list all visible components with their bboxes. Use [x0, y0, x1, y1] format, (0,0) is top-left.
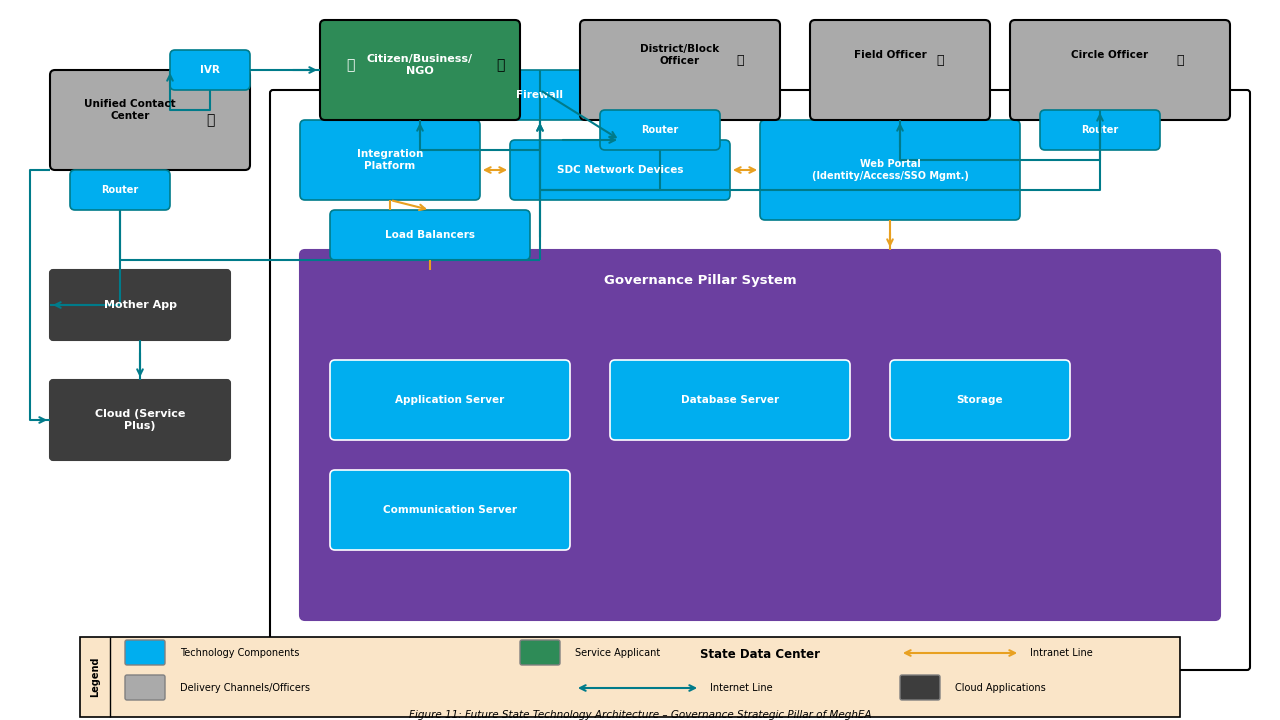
FancyBboxPatch shape — [320, 20, 520, 120]
Text: Database Server: Database Server — [681, 395, 780, 405]
Text: Storage: Storage — [956, 395, 1004, 405]
Text: Web Portal
(Identity/Access/SSO Mgmt.): Web Portal (Identity/Access/SSO Mgmt.) — [812, 159, 969, 181]
Text: Router: Router — [1082, 125, 1119, 135]
Text: State Data Center: State Data Center — [700, 649, 820, 662]
Text: Cloud Applications: Cloud Applications — [955, 683, 1046, 693]
Text: Legend: Legend — [90, 657, 100, 697]
Text: Delivery Channels/Officers: Delivery Channels/Officers — [180, 683, 310, 693]
Text: 🖥: 🖥 — [346, 58, 355, 72]
Text: District/Block
Officer: District/Block Officer — [640, 44, 719, 66]
FancyBboxPatch shape — [509, 140, 730, 200]
FancyBboxPatch shape — [330, 470, 570, 550]
Text: Circle Officer: Circle Officer — [1071, 50, 1148, 60]
FancyBboxPatch shape — [50, 70, 250, 170]
Text: IVR: IVR — [200, 65, 220, 75]
Text: Mother App: Mother App — [104, 300, 177, 310]
Text: Field Officer: Field Officer — [854, 50, 927, 60]
Text: Communication Server: Communication Server — [383, 505, 517, 515]
Text: Router: Router — [101, 185, 138, 195]
Text: Technology Components: Technology Components — [180, 648, 300, 658]
FancyBboxPatch shape — [170, 50, 250, 90]
FancyBboxPatch shape — [900, 675, 940, 700]
FancyBboxPatch shape — [600, 110, 719, 150]
Text: Figure 11: Future State Technology Architecture – Governance Strategic Pillar of: Figure 11: Future State Technology Archi… — [408, 709, 872, 719]
Text: SDC Network Devices: SDC Network Devices — [557, 165, 684, 175]
FancyBboxPatch shape — [1010, 20, 1230, 120]
FancyBboxPatch shape — [760, 120, 1020, 220]
Text: Load Balancers: Load Balancers — [385, 230, 475, 240]
FancyBboxPatch shape — [330, 210, 530, 260]
FancyBboxPatch shape — [81, 637, 1180, 717]
FancyBboxPatch shape — [300, 120, 480, 200]
FancyBboxPatch shape — [50, 270, 230, 340]
Text: Unified Contact
Center: Unified Contact Center — [84, 99, 175, 121]
FancyBboxPatch shape — [300, 250, 1220, 620]
FancyBboxPatch shape — [460, 70, 620, 120]
FancyBboxPatch shape — [125, 675, 165, 700]
Text: 📞: 📞 — [206, 113, 214, 127]
Text: 🖥: 🖥 — [736, 53, 744, 66]
FancyBboxPatch shape — [810, 20, 989, 120]
Text: Service Applicant: Service Applicant — [575, 648, 660, 658]
Text: Internet Line: Internet Line — [710, 683, 773, 693]
FancyBboxPatch shape — [890, 360, 1070, 440]
FancyBboxPatch shape — [520, 640, 559, 665]
FancyBboxPatch shape — [50, 380, 230, 460]
FancyBboxPatch shape — [270, 90, 1251, 670]
Text: Integration
Platform: Integration Platform — [357, 149, 424, 171]
Text: 🖥: 🖥 — [1176, 53, 1184, 66]
FancyBboxPatch shape — [611, 360, 850, 440]
FancyBboxPatch shape — [125, 640, 165, 665]
Text: Router: Router — [641, 125, 678, 135]
Text: Application Server: Application Server — [396, 395, 504, 405]
Text: Citizen/Business/
NGO: Citizen/Business/ NGO — [367, 54, 474, 76]
FancyBboxPatch shape — [580, 20, 780, 120]
Text: Intranet Line: Intranet Line — [1030, 648, 1093, 658]
FancyBboxPatch shape — [70, 170, 170, 210]
Text: Cloud (Service
Plus): Cloud (Service Plus) — [95, 409, 186, 431]
Text: Governance Pillar System: Governance Pillar System — [604, 274, 796, 287]
FancyBboxPatch shape — [330, 360, 570, 440]
Text: Firewall: Firewall — [517, 90, 563, 100]
FancyBboxPatch shape — [1039, 110, 1160, 150]
Text: 📱: 📱 — [495, 58, 504, 72]
Text: 📱: 📱 — [936, 53, 943, 66]
